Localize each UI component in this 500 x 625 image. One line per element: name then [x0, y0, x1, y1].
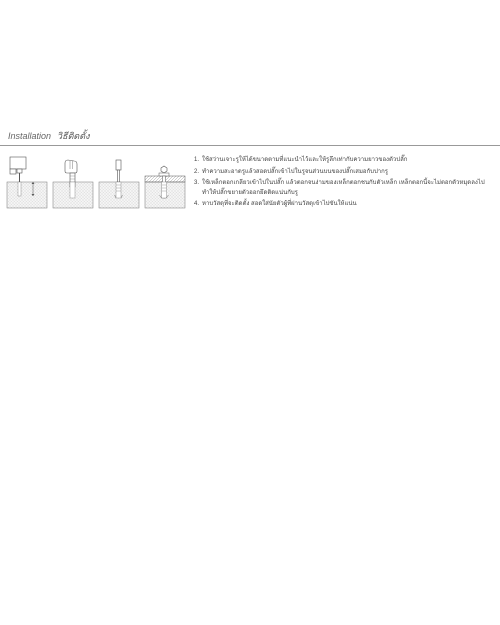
step-number: 2.: [194, 168, 199, 178]
page: Installation วิธีติดตั้ง: [0, 125, 500, 625]
diagram-step-1: [6, 154, 48, 209]
step-number: 1.: [194, 156, 199, 166]
step-text: หาบวัสดุที่จะติดตั้ง สอดใส่นัยตัวผู้ที่ผ…: [202, 200, 494, 210]
step-number: 3.: [194, 179, 199, 198]
header-title-en: Installation: [8, 131, 51, 141]
step-text: ทำความสะอาดรูแล้วสอดปลั๊กเข้าไปในรูจนส่ว…: [202, 168, 494, 178]
diagram-step-2: [52, 154, 94, 209]
diagram-strip: [6, 154, 186, 209]
step-text: ใช้สว่านเจาะรูให้ได้ขนาดตามที่แนะนำไว้แล…: [202, 156, 494, 166]
step-item: 3. ใช้เหล็กตอกเกลียวเข้าไปในปลั๊ก แล้วตอ…: [194, 179, 494, 198]
steps-list: 1. ใช้สว่านเจาะรูให้ได้ขนาดตามที่แนะนำไว…: [194, 154, 494, 212]
step-text: ใช้เหล็กตอกเกลียวเข้าไปในปลั๊ก แล้วตอกจน…: [202, 179, 494, 198]
header-title-th: วิธีติดตั้ง: [57, 129, 89, 143]
step-number: 4.: [194, 200, 199, 210]
step-item: 4. หาบวัสดุที่จะติดตั้ง สอดใส่นัยตัวผู้ท…: [194, 200, 494, 210]
section-header: Installation วิธีติดตั้ง: [0, 125, 500, 146]
step-item: 1. ใช้สว่านเจาะรูให้ได้ขนาดตามที่แนะนำไว…: [194, 156, 494, 166]
step-item: 2. ทำความสะอาดรูแล้วสอดปลั๊กเข้าไปในรูจน…: [194, 168, 494, 178]
diagram-step-3: [98, 154, 140, 209]
content-row: 1. ใช้สว่านเจาะรูให้ได้ขนาดตามที่แนะนำไว…: [0, 146, 500, 212]
diagram-step-4: [144, 154, 186, 209]
